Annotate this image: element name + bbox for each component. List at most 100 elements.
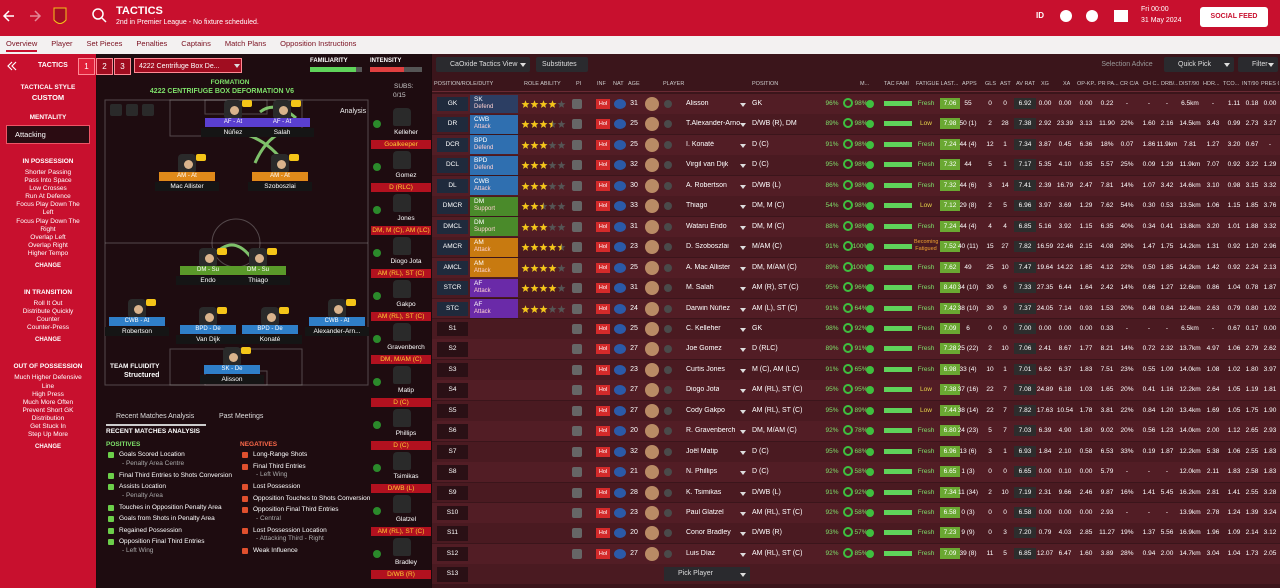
fatigue-status: Fresh — [917, 324, 935, 332]
nav-tab[interactable]: Match Plans — [224, 39, 267, 48]
player-position: AM (R), ST (C) — [752, 284, 799, 292]
dropdown-arrow — [1224, 63, 1230, 67]
search-icon — [92, 8, 104, 20]
stat-value: 2.63 — [1206, 304, 1220, 312]
fatigue-status: Fresh — [917, 181, 935, 189]
role-badge — [289, 154, 299, 161]
stat-value: 3.76 — [1263, 202, 1277, 210]
player-face — [645, 219, 659, 234]
style-value[interactable]: CUSTOM — [31, 93, 65, 102]
toolbar-button[interactable]: Filter — [1238, 57, 1278, 72]
stat-value: 3.32 — [1263, 222, 1277, 230]
analysis-tab[interactable]: Past Meetings — [219, 413, 264, 420]
stat-value: 16.59 — [1036, 243, 1054, 251]
nat-flag — [614, 528, 626, 539]
sub-shirt — [393, 452, 411, 470]
stat-value: 12.0km — [1179, 468, 1201, 476]
pi-icon — [572, 528, 582, 539]
nav-tab[interactable]: Player — [51, 39, 73, 48]
player-face — [645, 137, 659, 152]
nav-tab[interactable]: Penalties — [136, 39, 168, 48]
nav-tab[interactable]: Captains — [181, 39, 211, 48]
stat-value: 0.00 — [1079, 324, 1093, 332]
tactic-slot[interactable]: 2 — [96, 58, 113, 75]
negative-item: Weak Influence — [253, 547, 298, 554]
role-ability — [521, 284, 566, 292]
toolbar-button[interactable]: Selection Advice — [1101, 61, 1153, 68]
player-age: 33 — [630, 202, 638, 210]
negatives-label: NEGATIVES — [240, 441, 278, 448]
stat-value: 7.07 — [1206, 161, 1220, 169]
change-button[interactable]: CHANGE — [34, 337, 61, 344]
stat-value: 6.5km — [1181, 100, 1199, 107]
stat-value: - — [1147, 324, 1151, 332]
player-icon — [664, 304, 672, 313]
player-icon — [664, 549, 672, 558]
nat-flag — [614, 242, 626, 253]
stat-value: 25 (22) — [957, 345, 979, 353]
match-condition: 89% — [825, 120, 839, 128]
stat-value: 2.39 — [1038, 181, 1052, 189]
nav-tab[interactable]: Opposition Instructions — [280, 39, 357, 48]
stat-value: 25% — [1120, 161, 1134, 169]
stat-value: 4.08 — [1100, 243, 1114, 251]
stat-value: 11 (34) — [957, 488, 979, 496]
inf-badge: Hol — [596, 548, 610, 559]
status-dot — [866, 427, 874, 436]
sub-name: Tsimikas — [393, 473, 419, 480]
player-position: DM, M (C) — [752, 202, 785, 210]
role-block — [470, 114, 518, 134]
stat-value: 1.69 — [1206, 406, 1220, 414]
pi-icon — [572, 385, 582, 396]
stat-value: 5.79 — [1100, 468, 1114, 476]
positive-item-detail: - Penalty Area — [122, 491, 163, 499]
pick-player[interactable]: Pick Player — [664, 567, 750, 582]
stat-value: 25 — [986, 263, 994, 271]
star-fill — [521, 222, 548, 231]
inf-badge: Hol — [596, 344, 610, 355]
change-button[interactable]: CHANGE — [34, 263, 61, 270]
stat-value: - — [1165, 100, 1169, 107]
player-name: Robertson — [105, 327, 169, 336]
player-age: 27 — [630, 549, 638, 557]
mentality-select[interactable]: Attacking — [6, 125, 90, 144]
toolbar-button[interactable]: Quick Pick — [1164, 57, 1234, 72]
stat-value: 2.16 — [1160, 120, 1174, 128]
nav-tab[interactable]: Set Pieces — [86, 39, 123, 48]
nav-tab[interactable]: Overview — [6, 39, 38, 52]
stat-value: 14.2km — [1179, 243, 1201, 251]
fatigue-status: Low — [920, 386, 932, 394]
stat-value: 1.96 — [1206, 529, 1220, 537]
change-button[interactable]: CHANGE — [34, 444, 61, 451]
tactic-select[interactable]: 4222 Centrifuge Box De... — [134, 58, 242, 73]
nat-flag — [614, 344, 626, 355]
social-feed-button[interactable]: SOCIAL FEED — [1200, 7, 1268, 27]
analysis-tab[interactable]: Recent Matches Analysis — [116, 413, 195, 420]
tactic-slot[interactable]: 3 — [114, 58, 131, 75]
stat-value: 0.10 — [1058, 468, 1072, 476]
fatigue-status: Fresh — [917, 100, 935, 107]
tactic-slot[interactable]: 1 — [78, 58, 95, 75]
stat-value: 54% — [1120, 202, 1134, 210]
positive-item: Assists Location — [119, 483, 166, 490]
player-face — [645, 526, 659, 541]
star-fill — [521, 182, 548, 190]
table-row — [432, 523, 1280, 544]
nat-flag — [614, 446, 626, 457]
stat-av-rating: 6.65 — [1014, 466, 1036, 478]
stat-value: - — [1147, 100, 1151, 107]
tac-fami-bar — [884, 366, 912, 372]
negative-item-detail: - Left Wing — [256, 471, 288, 478]
inf-badge: Hol — [596, 139, 610, 150]
stat-value: 1 (3) — [961, 468, 975, 476]
stat-value: 13.9km — [1179, 509, 1201, 516]
toolbar-button[interactable]: CaOxide Tactics View — [436, 57, 530, 72]
dropdown-arrow — [740, 205, 746, 210]
stat-value: 22 — [986, 386, 994, 394]
toolbar-button[interactable]: Substitutes — [536, 57, 588, 72]
condition-ring — [843, 159, 853, 170]
stat-value: 9.66 — [1058, 488, 1072, 496]
fatigue-status: Fresh — [917, 427, 935, 435]
player-role: AF - At — [254, 118, 310, 127]
condition-ring — [843, 527, 853, 538]
